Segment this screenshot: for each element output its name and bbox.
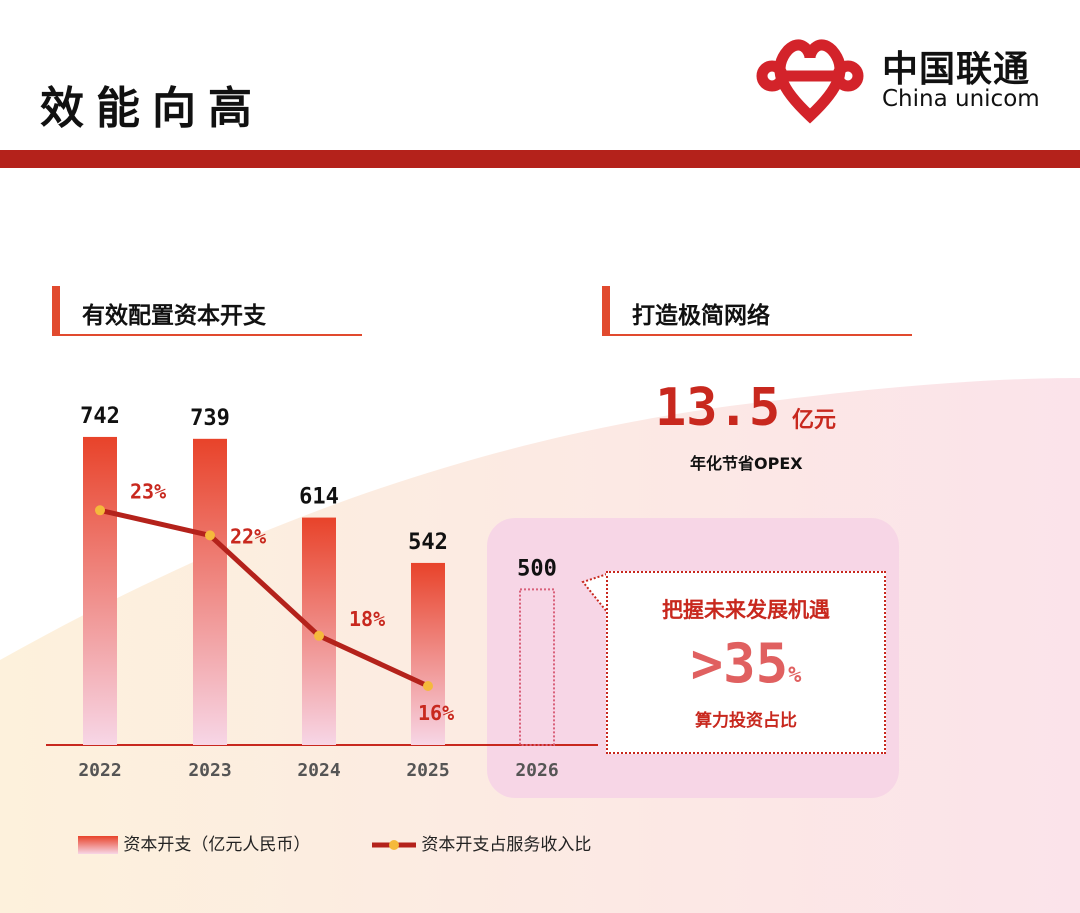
callout-value: >35% bbox=[690, 632, 802, 695]
legend-item-bar: 资本开支（亿元人民币） bbox=[78, 830, 310, 855]
line-marker bbox=[205, 530, 215, 541]
page-title: 效能向高 bbox=[40, 83, 264, 134]
line-value-label: 22% bbox=[230, 524, 266, 548]
callout-subtitle: 算力投资占比 bbox=[695, 711, 797, 731]
section-header-capex: 有效配置资本开支 bbox=[52, 286, 362, 336]
callout-pointer bbox=[581, 573, 608, 613]
bar bbox=[411, 562, 445, 745]
logo-text-cn: 中国联通 bbox=[882, 49, 1031, 90]
x-tick-label: 2024 bbox=[297, 760, 341, 781]
callout-title: 把握未来发展机遇 bbox=[662, 598, 830, 622]
bar-value-label: 542 bbox=[408, 530, 448, 555]
line-value-label: 18% bbox=[349, 607, 385, 631]
opex-value: 13.5 bbox=[655, 378, 781, 438]
legend-swatch-bar bbox=[78, 836, 118, 854]
legend-label: 资本开支（亿元人民币） bbox=[123, 835, 311, 855]
line-marker bbox=[95, 505, 105, 516]
opex-unit: 亿元 bbox=[792, 408, 837, 433]
legend-item-line: 资本开支占服务收入比 bbox=[372, 830, 591, 855]
opex-label: 年化节省OPEX bbox=[690, 454, 803, 473]
section-title: 有效配置资本开支 bbox=[82, 303, 266, 329]
line-value-label: 16% bbox=[418, 701, 454, 725]
header-divider bbox=[0, 150, 1080, 168]
china-unicom-logo: 中国联通 China unicom bbox=[750, 28, 1060, 124]
line-marker bbox=[423, 681, 433, 691]
logo-text-en: China unicom bbox=[882, 86, 1040, 112]
line-value-label: 23% bbox=[130, 479, 166, 503]
bar bbox=[193, 438, 227, 745]
section-title: 打造极简网络 bbox=[632, 303, 770, 329]
bar bbox=[83, 436, 117, 745]
line-marker bbox=[314, 630, 324, 641]
bar-value-label: 739 bbox=[190, 406, 230, 431]
x-tick-label: 2025 bbox=[406, 760, 449, 781]
bar-value-label: 742 bbox=[80, 404, 120, 429]
x-tick-label: 2023 bbox=[188, 760, 231, 781]
section-header-network: 打造极简网络 bbox=[602, 286, 912, 336]
callout-box bbox=[606, 571, 886, 754]
x-tick-label: 2022 bbox=[78, 760, 121, 781]
unicom-knot-icon bbox=[756, 39, 864, 124]
x-tick-label: 2026 bbox=[515, 760, 558, 781]
legend-swatch-line bbox=[372, 840, 416, 850]
bar-value-label: 500 bbox=[517, 556, 557, 581]
line-series bbox=[99, 507, 430, 689]
legend-label: 资本开支占服务收入比 bbox=[421, 835, 592, 855]
bar-projected bbox=[519, 588, 555, 747]
bar-value-label: 614 bbox=[299, 485, 339, 510]
